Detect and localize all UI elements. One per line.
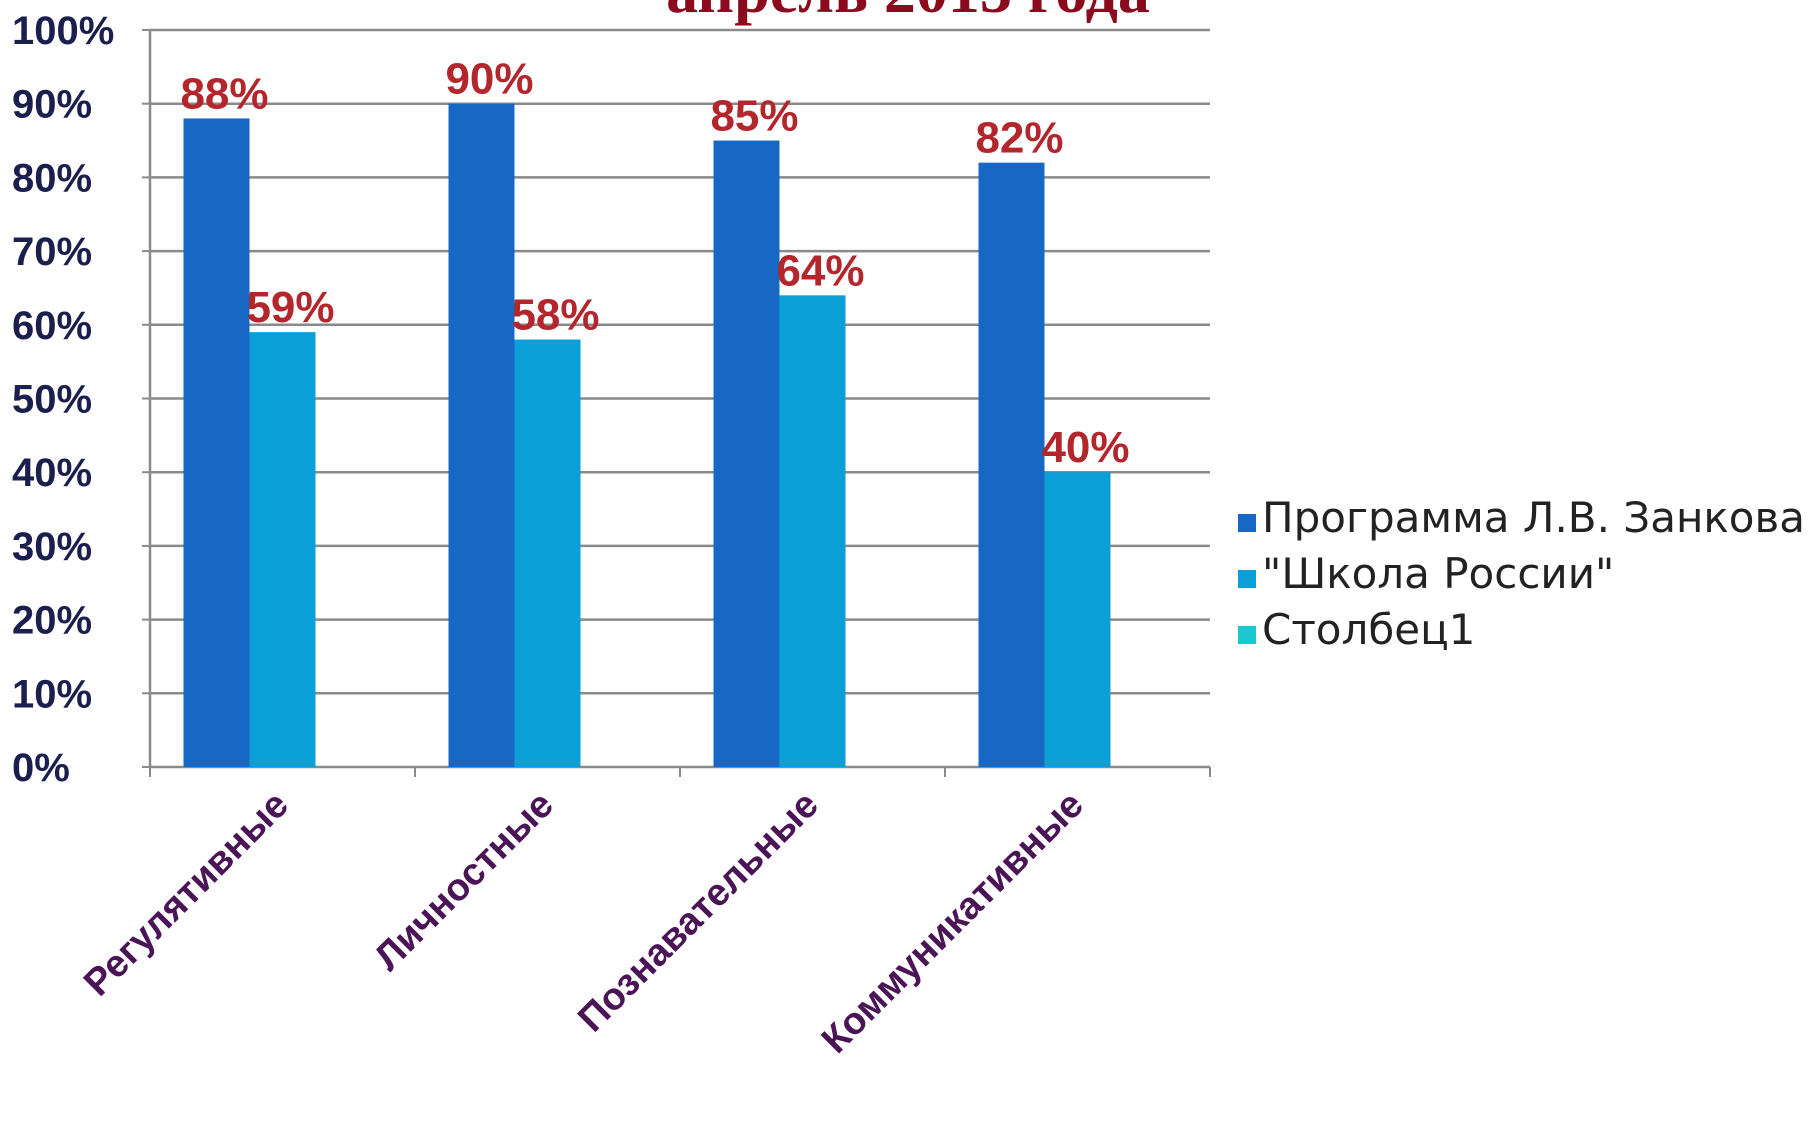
- bar: [1044, 472, 1111, 767]
- bar: [713, 140, 780, 768]
- y-tick-label: 10%: [12, 672, 92, 716]
- bar: [779, 295, 846, 767]
- legend-label: Столбец1: [1262, 605, 1475, 654]
- bar: [249, 332, 316, 767]
- category-label: Познавательные: [570, 784, 827, 1041]
- bar: [514, 339, 581, 767]
- y-tick-label: 50%: [12, 378, 92, 422]
- category-label: Регулятивные: [76, 784, 297, 1005]
- bar: [448, 103, 515, 767]
- legend-swatch: [1238, 570, 1256, 588]
- y-tick-label: 40%: [12, 451, 92, 495]
- data-label: 90%: [445, 55, 533, 104]
- y-tick-label: 100%: [12, 9, 114, 53]
- legend: Программа Л.В. Занкова "Школа России" Стол…: [1238, 493, 1805, 654]
- category-label: Коммуникативные: [814, 784, 1092, 1062]
- data-label: 82%: [975, 114, 1063, 163]
- y-tick-label: 60%: [12, 304, 92, 348]
- category-labels: Регулятивные Личностные ПознавательныеКомм…: [76, 784, 1092, 1062]
- legend-label: Программа Л.В. Занкова: [1262, 493, 1805, 542]
- y-tick-label: 80%: [12, 156, 92, 200]
- data-label: 88%: [180, 69, 268, 118]
- category-label: Личностные: [367, 784, 562, 979]
- data-label: 40%: [1041, 423, 1129, 472]
- data-label: 64%: [776, 246, 864, 295]
- y-tick-label: 90%: [12, 83, 92, 127]
- y-tick-label: 20%: [12, 599, 92, 643]
- data-label: 59%: [246, 283, 334, 332]
- gridlines: [150, 28, 1210, 695]
- data-label: 85%: [710, 92, 798, 141]
- legend-swatch: [1238, 514, 1256, 532]
- bars: [183, 103, 1111, 768]
- y-tick-label: 0%: [12, 746, 70, 790]
- y-tick-label: 70%: [12, 230, 92, 274]
- bar: [183, 118, 250, 767]
- chart-title: апрель 2013 года: [666, 0, 1150, 26]
- bar: [978, 162, 1045, 767]
- y-tick-label: 30%: [12, 525, 92, 569]
- legend-swatch: [1238, 626, 1256, 644]
- legend-label: "Школа России": [1262, 549, 1614, 598]
- data-labels: 88% 90% 85% 82% 59% 58% 64% 40%: [180, 55, 1129, 473]
- data-label: 58%: [511, 291, 599, 340]
- y-axis-ticks: 0% 10% 20% 30% 40% 50% 60% 70% 80% 90% 100%: [12, 9, 114, 790]
